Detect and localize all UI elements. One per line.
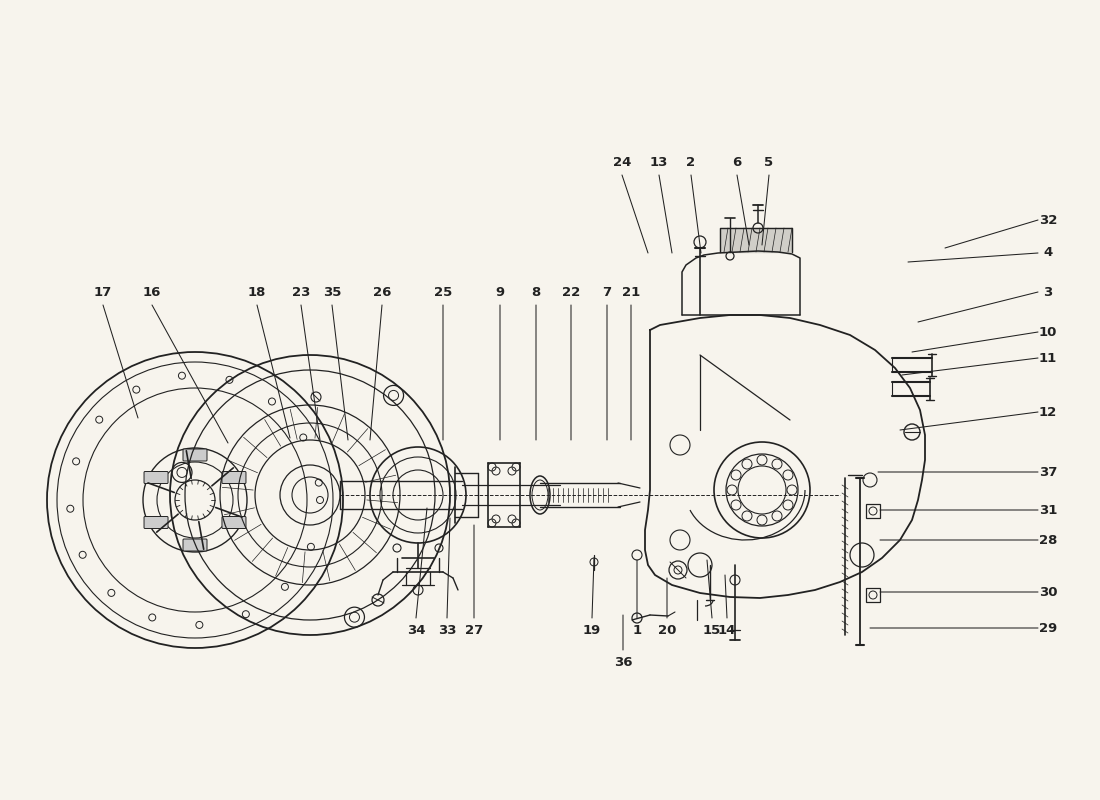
Text: 33: 33 [438, 623, 456, 637]
Text: 37: 37 [1038, 466, 1057, 478]
Text: 15: 15 [703, 623, 722, 637]
Text: 31: 31 [1038, 503, 1057, 517]
FancyBboxPatch shape [144, 517, 168, 529]
Text: 27: 27 [465, 623, 483, 637]
Text: 20: 20 [658, 623, 676, 637]
FancyBboxPatch shape [183, 449, 207, 461]
Text: 3: 3 [1044, 286, 1053, 298]
Text: 18: 18 [248, 286, 266, 298]
Text: 19: 19 [583, 623, 601, 637]
Text: 32: 32 [1038, 214, 1057, 226]
Text: 21: 21 [621, 286, 640, 298]
Text: 16: 16 [143, 286, 162, 298]
Text: 28: 28 [1038, 534, 1057, 546]
Text: 2: 2 [686, 155, 695, 169]
Text: 34: 34 [407, 623, 426, 637]
Text: 5: 5 [764, 155, 773, 169]
Text: 1: 1 [632, 623, 641, 637]
Text: 30: 30 [1038, 586, 1057, 598]
FancyBboxPatch shape [222, 471, 246, 483]
Polygon shape [720, 228, 792, 252]
Text: 4: 4 [1044, 246, 1053, 259]
Text: 29: 29 [1038, 622, 1057, 634]
Text: 26: 26 [373, 286, 392, 298]
Text: 8: 8 [531, 286, 540, 298]
Text: 23: 23 [292, 286, 310, 298]
Text: 17: 17 [94, 286, 112, 298]
Bar [866, 504, 880, 518]
Text: 13: 13 [650, 155, 668, 169]
Text: 12: 12 [1038, 406, 1057, 418]
Text: 14: 14 [718, 623, 736, 637]
Text: 10: 10 [1038, 326, 1057, 338]
Bar [866, 588, 880, 602]
Text: 25: 25 [433, 286, 452, 298]
Text: 7: 7 [603, 286, 612, 298]
Text: 36: 36 [614, 655, 632, 669]
Text: 9: 9 [495, 286, 505, 298]
Text: 35: 35 [322, 286, 341, 298]
Text: 22: 22 [562, 286, 580, 298]
FancyBboxPatch shape [144, 471, 168, 483]
Text: 24: 24 [613, 155, 631, 169]
FancyBboxPatch shape [183, 539, 207, 551]
Text: 11: 11 [1038, 351, 1057, 365]
FancyBboxPatch shape [222, 517, 246, 529]
Text: 6: 6 [733, 155, 741, 169]
